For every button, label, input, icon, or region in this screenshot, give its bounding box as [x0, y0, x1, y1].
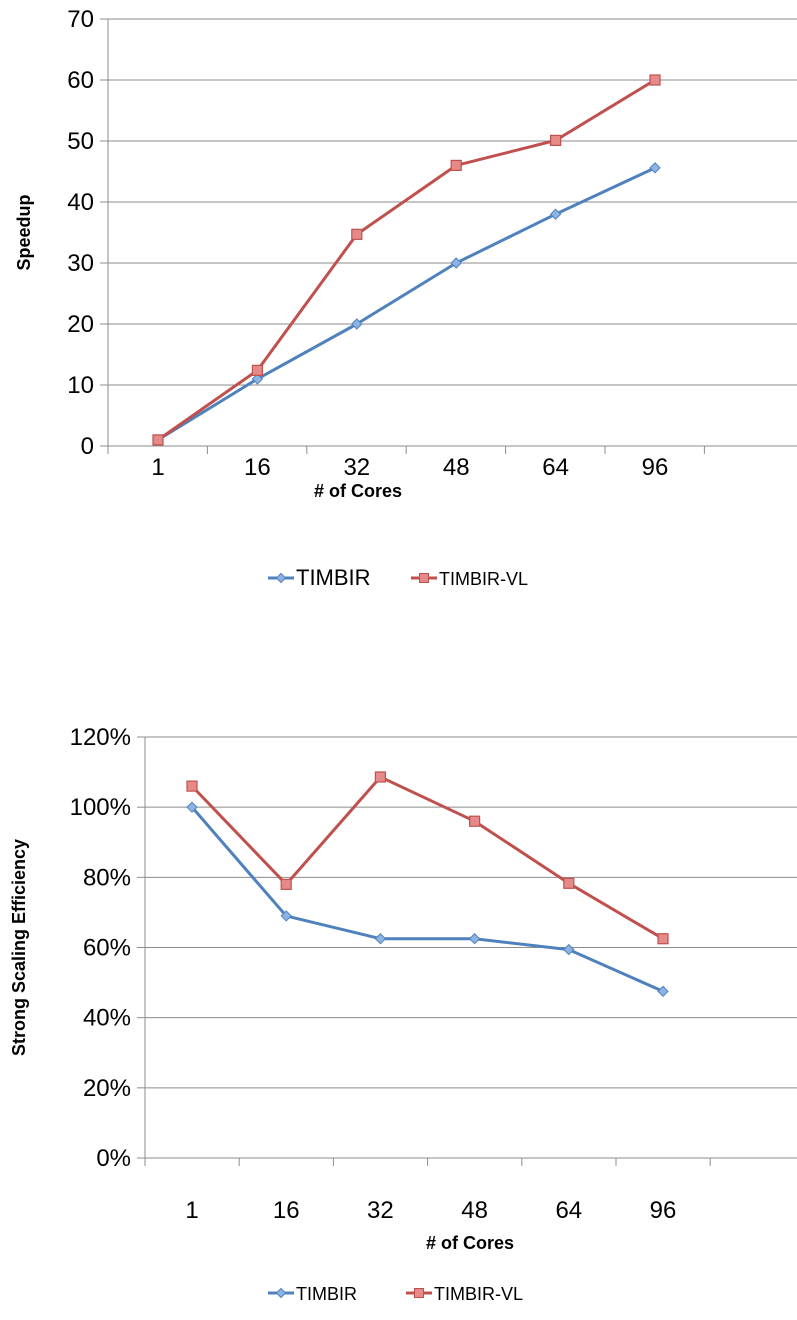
data-point: [280, 910, 292, 922]
chart-2: 0% 20% 40% 60% 80% 100% 120% 1 16 32 48 64 96 # of Co…: [9, 724, 797, 1304]
data-point: [280, 878, 292, 890]
data-point: [563, 877, 575, 889]
x-tick-label: 48: [443, 454, 470, 481]
x-tick-label: 1: [185, 1197, 198, 1224]
data-point: [649, 162, 661, 174]
data-point: [657, 985, 669, 998]
x-axis-title: # of Cores: [314, 481, 402, 501]
data-point: [450, 159, 462, 171]
data-point: [450, 257, 462, 269]
data-point: [251, 364, 263, 376]
series-line-timbir: [157, 166, 656, 442]
x-tick-label: 48: [461, 1197, 488, 1224]
y-tick-label: 60: [67, 67, 94, 94]
y-tick-label: 10: [67, 372, 94, 399]
x-tick-label: 96: [650, 1197, 677, 1224]
y-tick-label: 100%: [70, 794, 131, 821]
x-tick-label: 32: [367, 1197, 394, 1224]
x-tick-label: 64: [555, 1197, 582, 1224]
data-point: [152, 434, 164, 446]
data-point: [351, 228, 363, 240]
data-point: [186, 801, 198, 813]
data-point: [469, 815, 481, 827]
legend-marker: [275, 572, 287, 584]
y-tick-label: 30: [67, 250, 94, 277]
y-tick-label: 0: [81, 433, 94, 460]
data-point: [251, 373, 264, 385]
x-tick-label: 32: [343, 454, 370, 481]
data-point: [468, 933, 481, 945]
legend: TIMBIR TIMBIR-VL: [268, 565, 528, 590]
series-line-timbir: [190, 806, 664, 993]
series-line-timbir-vl: [157, 78, 656, 442]
legend-label: TIMBIR: [296, 565, 371, 590]
y-tick-label: 70: [67, 6, 94, 33]
data-point: [351, 318, 363, 330]
x-tick-label: 1: [151, 454, 164, 481]
legend-label: TIMBIR-VL: [434, 1284, 523, 1304]
x-tick-label: 16: [244, 454, 271, 481]
x-tick-label: 96: [642, 454, 669, 481]
series-line-timbir-vl: [190, 775, 664, 941]
x-tick-label: 64: [542, 454, 569, 481]
data-point: [549, 208, 562, 220]
y-tick-label: 0%: [96, 1145, 131, 1172]
y-tick-label: 40: [67, 189, 94, 216]
y-axis-title: Strong Scaling Efficiency: [9, 839, 29, 1056]
data-point: [374, 933, 387, 945]
y-tick-label: 60%: [83, 935, 131, 962]
data-point: [374, 771, 386, 783]
x-tick-label: 16: [273, 1197, 300, 1224]
y-tick-label: 40%: [83, 1005, 131, 1032]
data-point: [649, 74, 661, 86]
y-tick-label: 50: [67, 128, 94, 155]
data-point: [657, 933, 669, 945]
y-tick-label: 80%: [83, 864, 131, 891]
legend-marker: [414, 1288, 424, 1298]
legend-label: TIMBIR: [296, 1284, 357, 1304]
legend-marker: [419, 573, 429, 583]
data-point: [549, 134, 562, 146]
data-point: [563, 943, 575, 956]
y-tick-label: 20%: [83, 1075, 131, 1102]
chart-1: 0 10 20 30 40 50 60 70 1 16 32 48 64 96 # of Cores Spee…: [14, 6, 797, 590]
data-point: [186, 780, 198, 792]
x-axis-title: # of Cores: [426, 1233, 514, 1253]
legend-marker: [275, 1287, 287, 1299]
legend: TIMBIR TIMBIR-VL: [268, 1284, 523, 1304]
y-tick-label: 120%: [70, 724, 131, 751]
y-tick-label: 20: [67, 311, 94, 338]
y-axis-title: Speedup: [14, 194, 34, 270]
legend-label: TIMBIR-VL: [439, 569, 528, 589]
